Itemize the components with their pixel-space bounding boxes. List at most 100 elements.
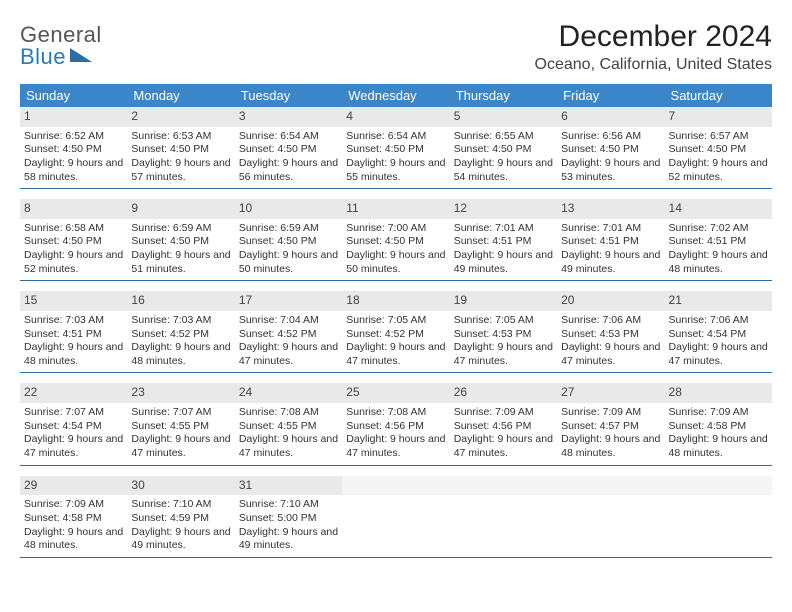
day-number: 20 xyxy=(557,291,664,311)
day-content: Sunrise: 6:58 AMSunset: 4:50 PMDaylight:… xyxy=(20,219,127,281)
sunrise-line: Sunrise: 6:53 AM xyxy=(131,130,230,144)
day-content: Sunrise: 7:04 AMSunset: 4:52 PMDaylight:… xyxy=(235,311,342,373)
day-number: 21 xyxy=(665,291,772,311)
day-content: Sunrise: 6:56 AMSunset: 4:50 PMDaylight:… xyxy=(557,127,664,189)
day-number: 19 xyxy=(450,291,557,311)
calendar-day: 4Sunrise: 6:54 AMSunset: 4:50 PMDaylight… xyxy=(342,107,449,188)
daylight-line: Daylight: 9 hours and 52 minutes. xyxy=(669,157,768,184)
calendar-day: 27Sunrise: 7:09 AMSunset: 4:57 PMDayligh… xyxy=(557,383,664,464)
day-number: 5 xyxy=(450,107,557,127)
day-content: Sunrise: 7:07 AMSunset: 4:54 PMDaylight:… xyxy=(20,403,127,465)
calendar-day: 24Sunrise: 7:08 AMSunset: 4:55 PMDayligh… xyxy=(235,383,342,464)
sunrise-line: Sunrise: 6:56 AM xyxy=(561,130,660,144)
day-content: Sunrise: 7:01 AMSunset: 4:51 PMDaylight:… xyxy=(450,219,557,281)
title-block: December 2024 Oceano, California, United… xyxy=(535,20,772,74)
day-number: 25 xyxy=(342,383,449,403)
day-number: . xyxy=(342,476,449,496)
daylight-line: Daylight: 9 hours and 56 minutes. xyxy=(239,157,338,184)
calendar-day-empty: . xyxy=(665,476,772,557)
calendar-day: 10Sunrise: 6:59 AMSunset: 4:50 PMDayligh… xyxy=(235,199,342,280)
daylight-line: Daylight: 9 hours and 47 minutes. xyxy=(131,433,230,460)
calendar-day: 15Sunrise: 7:03 AMSunset: 4:51 PMDayligh… xyxy=(20,291,127,372)
sunset-line: Sunset: 4:50 PM xyxy=(669,143,768,157)
day-content: Sunrise: 6:54 AMSunset: 4:50 PMDaylight:… xyxy=(342,127,449,189)
day-content: Sunrise: 6:54 AMSunset: 4:50 PMDaylight:… xyxy=(235,127,342,189)
daylight-line: Daylight: 9 hours and 47 minutes. xyxy=(239,433,338,460)
day-number: 9 xyxy=(127,199,234,219)
day-number: 10 xyxy=(235,199,342,219)
calendar-day: 6Sunrise: 6:56 AMSunset: 4:50 PMDaylight… xyxy=(557,107,664,188)
calendar-day: 19Sunrise: 7:05 AMSunset: 4:53 PMDayligh… xyxy=(450,291,557,372)
sunrise-line: Sunrise: 6:57 AM xyxy=(669,130,768,144)
calendar-day-empty: . xyxy=(557,476,664,557)
day-number: 12 xyxy=(450,199,557,219)
day-content: Sunrise: 7:10 AMSunset: 4:59 PMDaylight:… xyxy=(127,495,234,557)
day-content: Sunrise: 7:09 AMSunset: 4:56 PMDaylight:… xyxy=(450,403,557,465)
day-content: Sunrise: 7:07 AMSunset: 4:55 PMDaylight:… xyxy=(127,403,234,465)
daylight-line: Daylight: 9 hours and 57 minutes. xyxy=(131,157,230,184)
sunrise-line: Sunrise: 6:59 AM xyxy=(131,222,230,236)
day-number: 31 xyxy=(235,476,342,496)
sunrise-line: Sunrise: 7:07 AM xyxy=(131,406,230,420)
day-content: Sunrise: 7:09 AMSunset: 4:58 PMDaylight:… xyxy=(20,495,127,557)
daylight-line: Daylight: 9 hours and 47 minutes. xyxy=(346,433,445,460)
daylight-line: Daylight: 9 hours and 51 minutes. xyxy=(131,249,230,276)
daylight-line: Daylight: 9 hours and 52 minutes. xyxy=(24,249,123,276)
logo-word-2: Blue xyxy=(20,46,92,68)
sunset-line: Sunset: 4:51 PM xyxy=(669,235,768,249)
sunset-line: Sunset: 4:52 PM xyxy=(239,328,338,342)
day-number: 8 xyxy=(20,199,127,219)
day-number: 27 xyxy=(557,383,664,403)
daylight-line: Daylight: 9 hours and 47 minutes. xyxy=(346,341,445,368)
daylight-line: Daylight: 9 hours and 58 minutes. xyxy=(24,157,123,184)
sunrise-line: Sunrise: 7:05 AM xyxy=(454,314,553,328)
calendar-day-empty: . xyxy=(342,476,449,557)
sunrise-line: Sunrise: 7:06 AM xyxy=(669,314,768,328)
sunrise-line: Sunrise: 7:01 AM xyxy=(561,222,660,236)
day-content: Sunrise: 7:06 AMSunset: 4:54 PMDaylight:… xyxy=(665,311,772,373)
sunrise-line: Sunrise: 7:09 AM xyxy=(669,406,768,420)
weekday-header: Tuesday xyxy=(235,84,342,107)
page-title: December 2024 xyxy=(535,20,772,54)
calendar-day: 9Sunrise: 6:59 AMSunset: 4:50 PMDaylight… xyxy=(127,199,234,280)
day-number: 23 xyxy=(127,383,234,403)
day-content: Sunrise: 6:53 AMSunset: 4:50 PMDaylight:… xyxy=(127,127,234,189)
day-number: 2 xyxy=(127,107,234,127)
weekday-header: Monday xyxy=(127,84,234,107)
day-content: Sunrise: 6:59 AMSunset: 4:50 PMDaylight:… xyxy=(235,219,342,281)
day-number: . xyxy=(665,476,772,496)
day-content: Sunrise: 7:08 AMSunset: 4:56 PMDaylight:… xyxy=(342,403,449,465)
calendar-day: 28Sunrise: 7:09 AMSunset: 4:58 PMDayligh… xyxy=(665,383,772,464)
sunset-line: Sunset: 4:50 PM xyxy=(239,235,338,249)
calendar-day: 14Sunrise: 7:02 AMSunset: 4:51 PMDayligh… xyxy=(665,199,772,280)
daylight-line: Daylight: 9 hours and 47 minutes. xyxy=(239,341,338,368)
sunset-line: Sunset: 4:57 PM xyxy=(561,420,660,434)
sunrise-line: Sunrise: 7:06 AM xyxy=(561,314,660,328)
calendar-day: 5Sunrise: 6:55 AMSunset: 4:50 PMDaylight… xyxy=(450,107,557,188)
day-content: Sunrise: 7:05 AMSunset: 4:53 PMDaylight:… xyxy=(450,311,557,373)
calendar-week: 8Sunrise: 6:58 AMSunset: 4:50 PMDaylight… xyxy=(20,199,772,281)
day-number: 7 xyxy=(665,107,772,127)
day-content: Sunrise: 7:09 AMSunset: 4:57 PMDaylight:… xyxy=(557,403,664,465)
weekday-header: Sunday xyxy=(20,84,127,107)
day-content: Sunrise: 7:08 AMSunset: 4:55 PMDaylight:… xyxy=(235,403,342,465)
sunset-line: Sunset: 4:51 PM xyxy=(561,235,660,249)
day-content: Sunrise: 6:57 AMSunset: 4:50 PMDaylight:… xyxy=(665,127,772,189)
day-content: Sunrise: 7:00 AMSunset: 4:50 PMDaylight:… xyxy=(342,219,449,281)
daylight-line: Daylight: 9 hours and 49 minutes. xyxy=(239,526,338,553)
day-number: 16 xyxy=(127,291,234,311)
sunrise-line: Sunrise: 7:10 AM xyxy=(239,498,338,512)
calendar-day: 1Sunrise: 6:52 AMSunset: 4:50 PMDaylight… xyxy=(20,107,127,188)
sunset-line: Sunset: 4:50 PM xyxy=(131,143,230,157)
calendar-day: 21Sunrise: 7:06 AMSunset: 4:54 PMDayligh… xyxy=(665,291,772,372)
day-number: 22 xyxy=(20,383,127,403)
calendar-day: 8Sunrise: 6:58 AMSunset: 4:50 PMDaylight… xyxy=(20,199,127,280)
sunrise-line: Sunrise: 7:10 AM xyxy=(131,498,230,512)
sunset-line: Sunset: 4:56 PM xyxy=(346,420,445,434)
calendar-body: 1Sunrise: 6:52 AMSunset: 4:50 PMDaylight… xyxy=(20,107,772,558)
logo-word-1: General xyxy=(20,24,102,46)
sunset-line: Sunset: 4:51 PM xyxy=(454,235,553,249)
calendar-day: 30Sunrise: 7:10 AMSunset: 4:59 PMDayligh… xyxy=(127,476,234,557)
calendar-week: 22Sunrise: 7:07 AMSunset: 4:54 PMDayligh… xyxy=(20,383,772,465)
day-number: 1 xyxy=(20,107,127,127)
